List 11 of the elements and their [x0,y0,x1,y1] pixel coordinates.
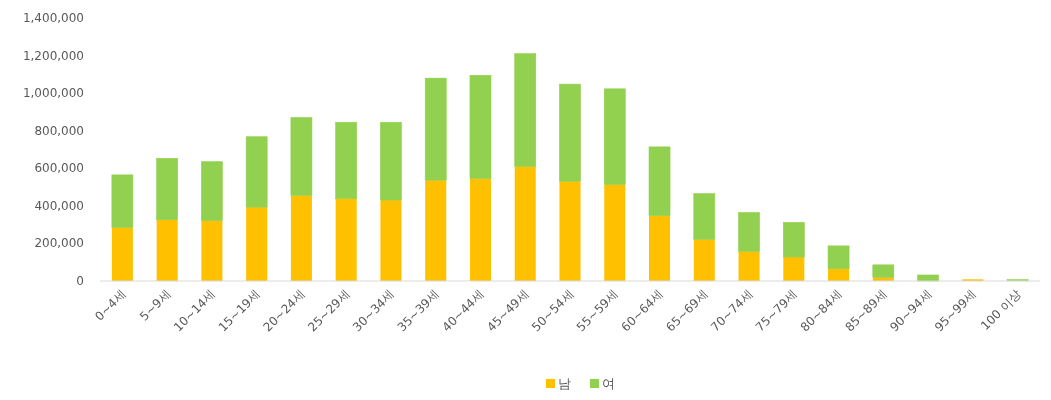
y-tick-label: 1,400,000 [22,11,84,25]
y-tick-label: 600,000 [34,161,84,176]
y-tick-label: 0 [76,274,84,288]
legend-label: 남 [558,376,571,391]
y-tick-label: 800,000 [34,123,84,138]
y-tick-label: 400,000 [34,198,84,213]
y-tick-label: 1,000,000 [22,86,84,101]
y-tick-label: 1,200,000 [22,48,84,63]
legend-label: 여 [602,376,615,391]
y-tick-label: 200,000 [34,236,84,251]
x-tick-label: 100 이상 [977,287,1024,333]
